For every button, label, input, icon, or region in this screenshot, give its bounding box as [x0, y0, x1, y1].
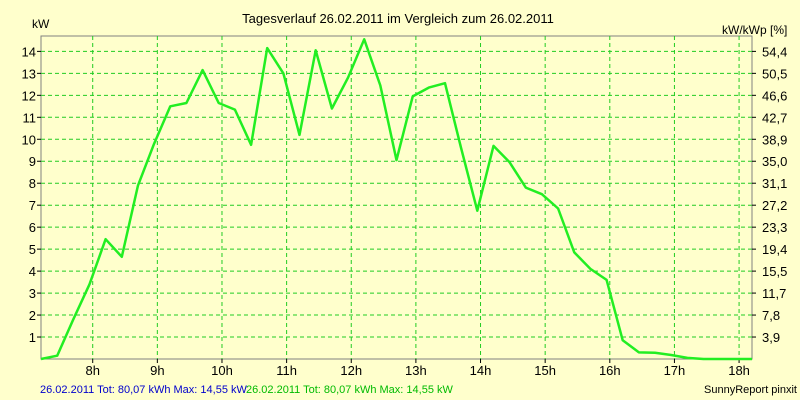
y-tick-label-right: 35,0 [762, 154, 787, 169]
left-axis-unit: kW [32, 17, 50, 31]
y-tick-label-right: 19,4 [762, 242, 787, 257]
y-tick-label-left: 13 [22, 66, 36, 81]
y-tick-label-left: 3 [29, 286, 36, 301]
series-group [40, 38, 752, 361]
y-tick-label-right: 38,9 [762, 132, 787, 147]
y-tick-label-right: 15,5 [762, 264, 787, 279]
y-tick-label-left: 11 [23, 110, 37, 125]
y-tick-label-right: 42,7 [762, 110, 787, 125]
legend-green: 26.02.2011 Tot: 80,07 kWh Max: 14,55 kW [246, 384, 453, 396]
y-tick-label-right: 31,1 [762, 176, 787, 191]
y-tick-label-left: 2 [29, 308, 36, 323]
y-tick-label-left: 4 [29, 264, 36, 279]
y-tick-label-left: 8 [29, 176, 36, 191]
x-tick-label: 11h [276, 363, 297, 378]
right-axis-unit: kW/kWp [%] [722, 23, 787, 37]
y-tick-label-left: 9 [29, 154, 36, 169]
credit-text: SunnyReport pinxit [704, 384, 797, 396]
y-tick-label-right: 7,8 [762, 308, 780, 323]
y-tick-label-right: 11,7 [762, 286, 786, 301]
x-tick-label: 18h [728, 363, 750, 378]
y-tick-label-left: 12 [22, 88, 36, 103]
x-tick-label: 12h [340, 363, 362, 378]
x-tick-label: 17h [664, 363, 686, 378]
legend-blue: 26.02.2011 Tot: 80,07 kWh Max: 14,55 kW [40, 384, 247, 396]
x-tick-label: 9h [150, 363, 164, 378]
y-tick-label-right: 46,6 [762, 88, 787, 103]
x-tick-label: 15h [534, 363, 556, 378]
y-tick-label-right: 50,5 [762, 66, 787, 81]
x-axis-ticks: 8h 9h 10h 11h 12h 13h 14h 15h 16h 17h 18h [85, 359, 750, 378]
y-tick-label-left: 14 [22, 44, 36, 59]
plot-frame [40, 35, 753, 360]
x-tick-label: 8h [85, 363, 99, 378]
y-tick-label-left: 5 [29, 242, 36, 257]
y-tick-label-left: 6 [29, 220, 36, 235]
x-tick-label: 14h [470, 363, 492, 378]
chart-title: Tagesverlauf 26.02.2011 im Vergleich zum… [242, 11, 554, 26]
right-axis-ticks: 3,9 7,8 11,7 15,5 19,4 23,3 27,2 31,1 35,0 38,9 42… [752, 44, 787, 345]
x-tick-label: 16h [599, 363, 621, 378]
y-tick-label-left: 10 [22, 132, 36, 147]
series-line [40, 38, 752, 361]
x-tick-label: 13h [405, 363, 427, 378]
y-tick-label-right: 3,9 [762, 330, 780, 345]
y-tick-label-right: 54,4 [762, 44, 787, 59]
y-tick-label-right: 27,2 [762, 198, 787, 213]
x-tick-label: 10h [211, 363, 233, 378]
y-tick-label-left: 7 [29, 198, 36, 213]
y-tick-label-left: 1 [29, 330, 36, 345]
y-tick-label-right: 23,3 [762, 220, 787, 235]
